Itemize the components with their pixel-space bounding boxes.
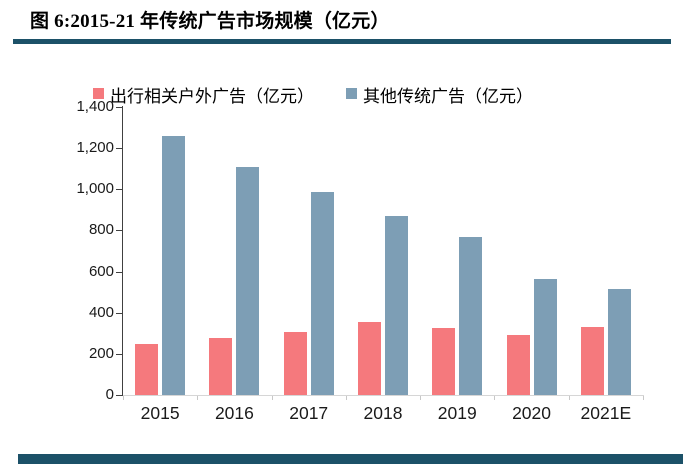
y-axis-tick-label: 1,000 [76, 180, 114, 198]
other-traditional-ad-bar [533, 278, 557, 395]
footer-rule [18, 454, 683, 464]
y-axis-tick [116, 230, 123, 232]
bar-group-2017 [272, 107, 346, 395]
x-axis-tick [345, 396, 347, 400]
x-axis-tick [494, 396, 496, 400]
travel-outdoor-ad-bar [283, 332, 307, 395]
travel-outdoor-ad-bar [506, 335, 530, 395]
other-traditional-ad-bar [459, 236, 483, 395]
legend-item-other-traditional-ad: 其他传统广告（亿元） [346, 82, 533, 107]
y-axis-tick-label: 600 [88, 262, 114, 280]
x-axis-category-label: 2021E [580, 403, 632, 423]
x-axis-labels: 2015 2016 2017 2018 2019 2020 2021E [123, 403, 643, 424]
y-axis-tick-label: 800 [88, 221, 114, 239]
other-traditional-ad-bar [236, 166, 260, 395]
x-axis-tick [643, 396, 644, 400]
plot-area [123, 107, 643, 395]
y-axis-tick-label: 1,200 [76, 139, 114, 157]
travel-outdoor-ad-bar [357, 322, 381, 395]
y-axis-tick-label: 1,400 [76, 98, 114, 115]
legend-swatch-other-traditional-ad [346, 87, 357, 99]
x-axis-tick [568, 396, 570, 400]
y-axis-tick [116, 107, 123, 108]
bar-group-2015 [123, 107, 197, 395]
x-axis-tick [271, 396, 273, 400]
x-axis-category-label: 2017 [289, 403, 329, 423]
travel-outdoor-ad-bar [209, 338, 233, 395]
x-axis-category-label: 2015 [140, 403, 180, 423]
y-axis-tick [116, 148, 123, 150]
travel-outdoor-ad-bar [580, 327, 604, 395]
legend-swatch-travel-outdoor-ad [93, 87, 104, 99]
other-traditional-ad-bar [384, 216, 408, 395]
y-axis-tick [116, 271, 123, 273]
travel-outdoor-ad-bar [432, 328, 456, 395]
y-axis-tick [116, 395, 123, 396]
y-axis-tick-label: 0 [105, 386, 114, 403]
y-axis-tick-label: 400 [88, 303, 114, 321]
y-axis-tick-label: 200 [88, 344, 114, 362]
bar-group-2019 [420, 107, 494, 395]
x-axis-tick [197, 396, 199, 400]
other-traditional-ad-bar [607, 289, 631, 395]
other-traditional-ad-bar [310, 192, 334, 395]
figure-title: 图 6:2015-21 年传统广告市场规模（亿元） [30, 11, 390, 32]
x-axis-category-label: 2016 [214, 403, 254, 423]
x-axis-category-label: 2020 [512, 403, 552, 423]
x-axis-tick [420, 396, 422, 400]
x-axis-category-label: 2018 [363, 403, 403, 423]
other-traditional-ad-bar [162, 135, 186, 395]
x-axis-baseline [123, 395, 644, 396]
y-axis-line [122, 106, 123, 396]
bar-group-2018 [346, 107, 420, 395]
y-axis-tick [116, 312, 123, 314]
travel-outdoor-ad-bar [135, 343, 159, 395]
y-axis-tick [116, 189, 123, 191]
chart-legend: 出行相关户外广告（亿元） 其他传统广告（亿元） [93, 82, 533, 107]
x-axis-tick [123, 396, 124, 400]
bar-group-2016 [197, 107, 271, 395]
legend-label: 出行相关户外广告（亿元） [110, 87, 314, 106]
y-axis-tick [116, 353, 123, 355]
legend-label: 其他传统广告（亿元） [363, 87, 533, 106]
bar-group-2020 [494, 107, 568, 395]
bar-group-2021E [569, 107, 643, 395]
legend-item-travel-outdoor-ad: 出行相关户外广告（亿元） [93, 82, 314, 107]
x-axis-category-label: 2019 [437, 403, 477, 423]
title-divider-rule [13, 39, 671, 44]
